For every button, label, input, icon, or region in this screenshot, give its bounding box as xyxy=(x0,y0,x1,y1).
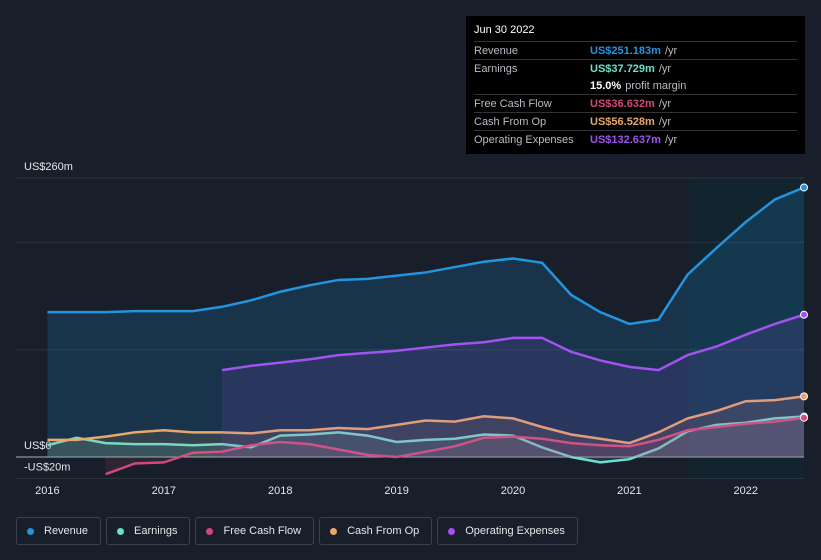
legend-swatch xyxy=(206,527,214,535)
series-line xyxy=(105,416,805,476)
tooltip-unit: /yr xyxy=(664,44,678,57)
tooltip-row: Revenue US$251.183m/yr xyxy=(474,41,797,59)
series-line xyxy=(221,313,805,372)
tooltip-label: Free Cash Flow xyxy=(474,97,552,110)
legend-item[interactable]: Operating Expenses xyxy=(437,517,578,545)
tooltip-row: Free Cash Flow US$36.632m/yr xyxy=(474,94,797,112)
tooltip-value: US$36.632m xyxy=(590,97,655,110)
tooltip-label: Cash From Op xyxy=(474,115,547,128)
chart: -US$20m US$0 US$260m 2016 2017 2018 2019 2020 20… xyxy=(16,161,808,497)
x-tick-label: 2016 xyxy=(35,485,59,497)
x-tick-label: 2022 xyxy=(734,485,758,497)
legend-item[interactable]: Earnings xyxy=(106,517,191,545)
tooltip-title: Jun 30 2022 xyxy=(474,24,535,36)
legend: Revenue Earnings Free Cash Flow Cash From O… xyxy=(16,517,578,545)
tooltip-value: US$251.183m xyxy=(590,44,661,57)
series-area xyxy=(47,416,805,463)
legend-label: Revenue xyxy=(44,525,89,537)
tooltip-label: Earnings xyxy=(474,62,518,75)
series-area xyxy=(222,314,804,458)
tooltip-unit: /yr xyxy=(658,115,672,128)
tooltip-row: Earnings US$37.729m/yr xyxy=(474,59,797,77)
margin-text: profit margin xyxy=(625,79,687,92)
x-tick-label: 2021 xyxy=(617,485,641,497)
legend-item[interactable]: Revenue xyxy=(16,517,102,545)
y-tick-label: US$0 xyxy=(24,440,52,452)
y-tick-label: -US$20m xyxy=(24,462,70,474)
end-point xyxy=(800,310,808,319)
tooltip-label: Operating Expenses xyxy=(474,133,574,146)
margin-value: 15.0% xyxy=(590,79,622,92)
tooltip-row: Cash From Op US$56.528m/yr xyxy=(474,112,797,130)
legend-swatch xyxy=(448,527,456,535)
tooltip-value: US$56.528m xyxy=(590,115,655,128)
legend-item[interactable]: Free Cash Flow xyxy=(195,517,315,545)
tooltip-unit: /yr xyxy=(658,62,672,75)
legend-label: Free Cash Flow xyxy=(223,525,302,537)
tooltip: Jun 30 2022 Revenue US$251.183m/yr Earnings… xyxy=(466,16,805,154)
tooltip-value: US$37.729m xyxy=(590,62,655,75)
legend-label: Operating Expenses xyxy=(465,525,565,537)
legend-label: Earnings xyxy=(134,525,178,537)
series-line xyxy=(47,395,805,445)
x-tick-label: 2020 xyxy=(501,485,525,497)
legend-label: Cash From Op xyxy=(347,525,420,537)
x-tick-label: 2017 xyxy=(152,485,176,497)
legend-swatch xyxy=(330,527,338,535)
legend-item[interactable]: Cash From Op xyxy=(319,517,433,545)
x-tick-label: 2019 xyxy=(384,485,408,497)
tooltip-unit: /yr xyxy=(664,133,678,146)
legend-swatch xyxy=(27,527,34,535)
series-area xyxy=(105,417,804,475)
legend-swatch xyxy=(117,527,125,535)
end-point xyxy=(800,413,808,422)
tooltip-label: Revenue xyxy=(474,44,519,57)
x-tick-label: 2018 xyxy=(268,485,292,497)
tooltip-value: US$132.637m xyxy=(590,133,661,146)
series-line xyxy=(47,415,805,464)
series-area xyxy=(47,187,805,458)
end-point xyxy=(800,183,808,192)
end-point xyxy=(800,392,808,401)
tooltip-row: Operating Expenses US$132.637m/yr xyxy=(474,130,797,148)
tooltip-unit: /yr xyxy=(658,97,672,110)
tooltip-row: 15.0% profit margin xyxy=(474,77,797,94)
y-tick-label: US$260m xyxy=(24,161,73,173)
series-line xyxy=(47,186,805,326)
